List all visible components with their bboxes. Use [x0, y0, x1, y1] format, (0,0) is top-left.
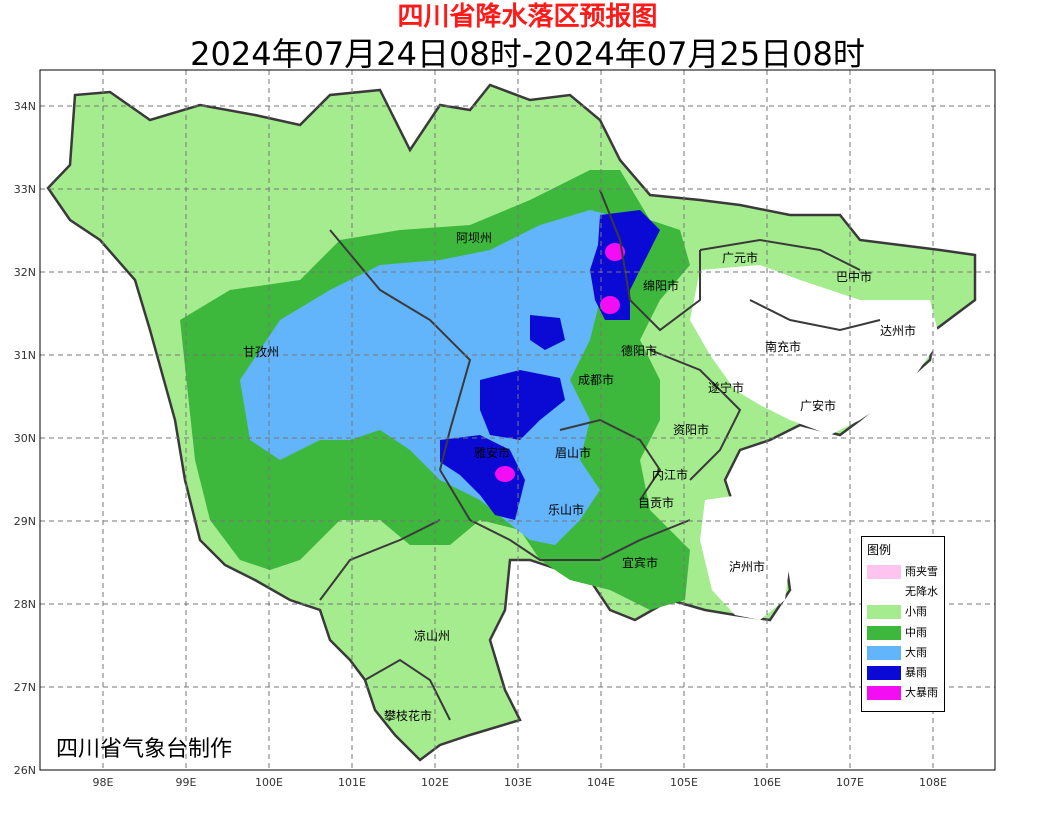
city-label: 德阳市: [621, 343, 657, 358]
legend-swatch: [867, 626, 901, 640]
rainstorm-area-south: [440, 435, 525, 520]
city-label: 达州市: [880, 323, 916, 338]
prefecture-boundaries: [319, 189, 881, 721]
lon-label: 107E: [836, 776, 864, 789]
map-title: 四川省降水落区预报图: [397, 2, 658, 32]
legend-label: 中雨: [905, 626, 927, 639]
lon-label: 98E: [93, 776, 114, 789]
legend-item: 无降水: [867, 584, 945, 600]
city-label: 凉山州: [414, 628, 450, 643]
lon-label: 106E: [753, 776, 781, 789]
legend-label: 暴雨: [905, 666, 927, 679]
credit-text: 四川省气象台制作: [56, 737, 233, 762]
legend-item: 大暴雨: [867, 685, 945, 701]
city-label: 甘孜州: [243, 345, 279, 359]
city-label: 南充市: [765, 339, 801, 354]
lon-label: 101E: [338, 776, 366, 789]
city-label: 自贡市: [638, 495, 674, 510]
lon-label: 99E: [176, 776, 197, 789]
legend-label: 小雨: [905, 605, 927, 618]
lat-label: 27N: [14, 681, 36, 694]
lat-label: 33N: [14, 183, 36, 196]
legend-item: 中雨: [867, 625, 945, 641]
latitude-labels: 34N 33N 32N 31N 30N 29N 28N 27N 26N: [14, 100, 36, 777]
legend-item: 小雨: [867, 604, 945, 620]
lat-label: 30N: [14, 432, 36, 445]
legend-item: 雨夹雪: [867, 564, 945, 580]
lon-label: 100E: [255, 776, 283, 789]
no-rain-area-south: [700, 495, 790, 620]
heavy-rainstorm-area-1: [605, 243, 625, 261]
longitude-labels: 98E 99E 100E 101E 102E 103E 104E 105E 10…: [93, 776, 947, 789]
lon-label: 104E: [587, 776, 615, 789]
city-label: 广安市: [800, 398, 836, 413]
legend-label: 大暴雨: [905, 686, 938, 699]
city-label: 眉山市: [555, 445, 591, 460]
map-frame: [39, 69, 996, 771]
city-label: 成都市: [578, 372, 614, 387]
heavy-rainstorm-area-2: [600, 296, 620, 314]
city-label: 宜宾市: [622, 555, 658, 570]
legend-item: 大雨: [867, 645, 945, 661]
lat-label: 26N: [14, 764, 36, 777]
lon-label: 103E: [504, 776, 532, 789]
lat-label: 31N: [14, 349, 36, 362]
rainstorm-area-central: [480, 370, 565, 440]
heavy-rainstorm-area-3: [495, 466, 515, 482]
lat-label: 32N: [14, 266, 36, 279]
legend-swatch: [867, 646, 901, 660]
legend-label: 大雨: [905, 646, 927, 659]
rainstorm-area-west: [530, 315, 565, 350]
legend-label: 无降水: [905, 585, 938, 598]
legend-box: 图例 雨夹雪 无降水 小雨 中雨 大雨 暴雨 大暴雨: [861, 536, 945, 712]
city-label: 泸州市: [729, 559, 765, 574]
city-labels: 阿坝州 甘孜州 广元市 巴中市 绵阳市 达州市 南充市 德阳市 成都市 遂宁市 …: [243, 231, 916, 723]
no-rain-area: [690, 265, 940, 435]
lon-label: 108E: [919, 776, 947, 789]
map-gridlines: [40, 70, 995, 770]
legend-swatch: [867, 605, 901, 619]
city-label: 雅安市: [474, 445, 510, 460]
city-label: 攀枝花市: [384, 708, 432, 723]
legend-swatch: [867, 565, 901, 579]
city-label: 乐山市: [548, 502, 584, 517]
lat-label: 34N: [14, 100, 36, 113]
legend-item: 暴雨: [867, 665, 945, 681]
city-label: 广元市: [722, 250, 758, 265]
legend-swatch: [867, 585, 901, 599]
lat-label: 29N: [14, 515, 36, 528]
legend-swatch: [867, 686, 901, 700]
lon-label: 102E: [421, 776, 449, 789]
legend-swatch: [867, 666, 901, 680]
city-label: 资阳市: [673, 422, 709, 437]
forecast-period: 2024年07月24日08时-2024年07月25日08时: [190, 35, 865, 73]
city-label: 遂宁市: [708, 380, 744, 395]
city-label: 巴中市: [836, 269, 872, 284]
legend-label: 雨夹雪: [905, 565, 938, 578]
city-label: 内江市: [652, 467, 688, 482]
city-label: 阿坝州: [456, 231, 492, 245]
city-label: 绵阳市: [643, 278, 679, 293]
legend-title: 图例: [867, 543, 892, 557]
lat-label: 28N: [14, 598, 36, 611]
lon-label: 105E: [670, 776, 698, 789]
